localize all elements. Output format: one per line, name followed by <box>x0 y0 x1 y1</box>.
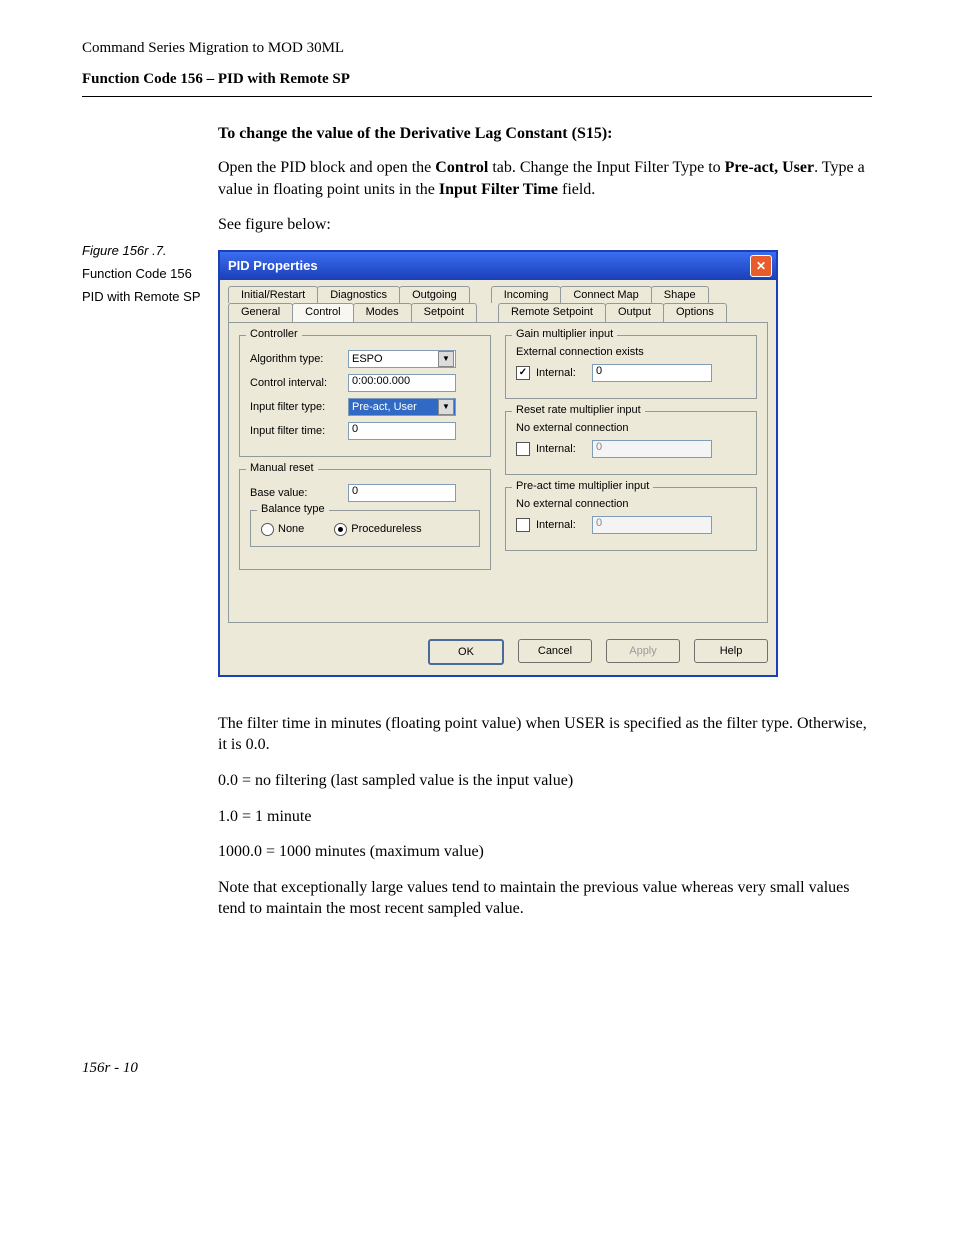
tab-incoming[interactable]: Incoming <box>491 286 562 303</box>
reset-status: No external connection <box>516 422 746 434</box>
algorithm-type-select[interactable]: ESPO ▼ <box>348 350 456 368</box>
tabs-row-1: Initial/Restart Diagnostics Outgoing Inc… <box>228 286 768 303</box>
input-filter-time-label: Input filter time: <box>250 425 342 437</box>
tab-control[interactable]: Control <box>292 303 353 322</box>
dialog-buttons: OK Cancel Apply Help <box>220 631 776 675</box>
tab-shape[interactable]: Shape <box>651 286 709 303</box>
reset-internal-label: Internal: <box>536 443 586 455</box>
radio-icon <box>261 523 274 536</box>
manual-reset-fieldset: Manual reset Base value: 0 Balance type … <box>239 469 491 570</box>
p1f: Input Filter Time <box>439 181 558 198</box>
base-value-label: Base value: <box>250 487 342 499</box>
gain-legend: Gain multiplier input <box>512 328 617 340</box>
help-button[interactable]: Help <box>694 639 768 663</box>
tab-options[interactable]: Options <box>663 303 727 322</box>
radio-icon <box>334 523 347 536</box>
paragraph-1: Open the PID block and open the Control … <box>218 157 872 200</box>
tab-setpoint[interactable]: Setpoint <box>411 303 477 322</box>
algorithm-type-value: ESPO <box>352 353 383 365</box>
control-interval-input[interactable]: 0:00:00.000 <box>348 374 456 392</box>
p1a: Open the PID block and open the <box>218 159 435 176</box>
reset-internal-input: 0 <box>592 440 712 458</box>
pid-properties-dialog: PID Properties ✕ Initial/Restart Diagnos… <box>218 250 778 677</box>
manual-reset-legend: Manual reset <box>246 462 318 474</box>
tab-initial-restart[interactable]: Initial/Restart <box>228 286 318 303</box>
gain-internal-checkbox[interactable] <box>516 366 530 380</box>
p1g: field. <box>558 181 595 198</box>
figure-sidebar: Figure 156r .7. Function Code 156 PID wi… <box>82 243 202 312</box>
chevron-down-icon: ▼ <box>438 351 454 367</box>
balance-procedureless-radio[interactable]: Procedureless <box>334 523 421 536</box>
reset-legend: Reset rate multiplier input <box>512 404 645 416</box>
paragraph-2: See figure below: <box>218 214 872 236</box>
dialog-titlebar[interactable]: PID Properties ✕ <box>220 252 776 280</box>
tab-output[interactable]: Output <box>605 303 664 322</box>
p1d: Pre-act, User <box>725 159 814 176</box>
paragraph-4: 0.0 = no filtering (last sampled value i… <box>218 770 872 792</box>
tab-connect-map[interactable]: Connect Map <box>560 286 651 303</box>
header-rule <box>82 96 872 97</box>
chevron-down-icon: ▼ <box>438 399 454 415</box>
input-filter-type-label: Input filter type: <box>250 401 342 413</box>
cancel-button[interactable]: Cancel <box>518 639 592 663</box>
tab-modes[interactable]: Modes <box>353 303 412 322</box>
left-column: Controller Algorithm type: ESPO ▼ Contro… <box>239 335 491 582</box>
tabs-row-2: General Control Modes Setpoint Remote Se… <box>228 303 768 322</box>
reset-rate-fieldset: Reset rate multiplier input No external … <box>505 411 757 475</box>
tab-general[interactable]: General <box>228 303 293 322</box>
right-column: Gain multiplier input External connectio… <box>505 335 757 582</box>
gain-status: External connection exists <box>516 346 746 358</box>
base-value-input[interactable]: 0 <box>348 484 456 502</box>
figure-text-2: PID with Remote SP <box>82 289 202 306</box>
doc-subheader: Function Code 156 – PID with Remote SP <box>82 71 872 88</box>
tab-remote-setpoint[interactable]: Remote Setpoint <box>498 303 606 322</box>
balance-type-fieldset: Balance type None Procedureless <box>250 510 480 547</box>
close-icon: ✕ <box>756 259 766 273</box>
tab-outgoing[interactable]: Outgoing <box>399 286 470 303</box>
preact-time-fieldset: Pre-act time multiplier input No externa… <box>505 487 757 551</box>
doc-header: Command Series Migration to MOD 30ML <box>82 40 872 57</box>
figure-text-1: Function Code 156 <box>82 266 202 283</box>
preact-internal-input: 0 <box>592 516 712 534</box>
preact-internal-label: Internal: <box>536 519 586 531</box>
tab-diagnostics[interactable]: Diagnostics <box>317 286 400 303</box>
preact-internal-checkbox[interactable] <box>516 518 530 532</box>
preact-status: No external connection <box>516 498 746 510</box>
reset-internal-checkbox[interactable] <box>516 442 530 456</box>
input-filter-type-select[interactable]: Pre-act, User ▼ <box>348 398 456 416</box>
paragraph-3: The filter time in minutes (floating poi… <box>218 713 872 756</box>
p1c: tab. Change the Input Filter Type to <box>488 159 724 176</box>
input-filter-type-value: Pre-act, User <box>352 401 417 413</box>
tab-panel-control: ↖ Controller Algorithm type: ESPO ▼ Co <box>228 322 768 623</box>
balance-type-legend: Balance type <box>257 503 329 515</box>
figure-label: Figure 156r .7. <box>82 243 202 260</box>
gain-internal-input[interactable]: 0 <box>592 364 712 382</box>
balance-none-radio[interactable]: None <box>261 523 304 536</box>
ok-button[interactable]: OK <box>428 639 504 665</box>
close-button[interactable]: ✕ <box>750 255 772 277</box>
preact-legend: Pre-act time multiplier input <box>512 480 653 492</box>
gain-multiplier-fieldset: Gain multiplier input External connectio… <box>505 335 757 399</box>
gain-internal-label: Internal: <box>536 367 586 379</box>
control-interval-label: Control interval: <box>250 377 342 389</box>
paragraph-6: 1000.0 = 1000 minutes (maximum value) <box>218 841 872 863</box>
dialog-body: Initial/Restart Diagnostics Outgoing Inc… <box>220 280 776 631</box>
balance-procedureless-label: Procedureless <box>351 523 421 535</box>
paragraph-7: Note that exceptionally large values ten… <box>218 877 872 920</box>
apply-button[interactable]: Apply <box>606 639 680 663</box>
controller-fieldset: Controller Algorithm type: ESPO ▼ Contro… <box>239 335 491 457</box>
paragraph-5: 1.0 = 1 minute <box>218 806 872 828</box>
controller-legend: Controller <box>246 328 302 340</box>
balance-none-label: None <box>278 523 304 535</box>
dialog-title: PID Properties <box>228 258 318 273</box>
algorithm-type-label: Algorithm type: <box>250 353 342 365</box>
instruction-title: To change the value of the Derivative La… <box>218 125 872 143</box>
input-filter-time-input[interactable]: 0 <box>348 422 456 440</box>
page-number: 156r - 10 <box>82 1060 872 1077</box>
p1b: Control <box>435 159 488 176</box>
